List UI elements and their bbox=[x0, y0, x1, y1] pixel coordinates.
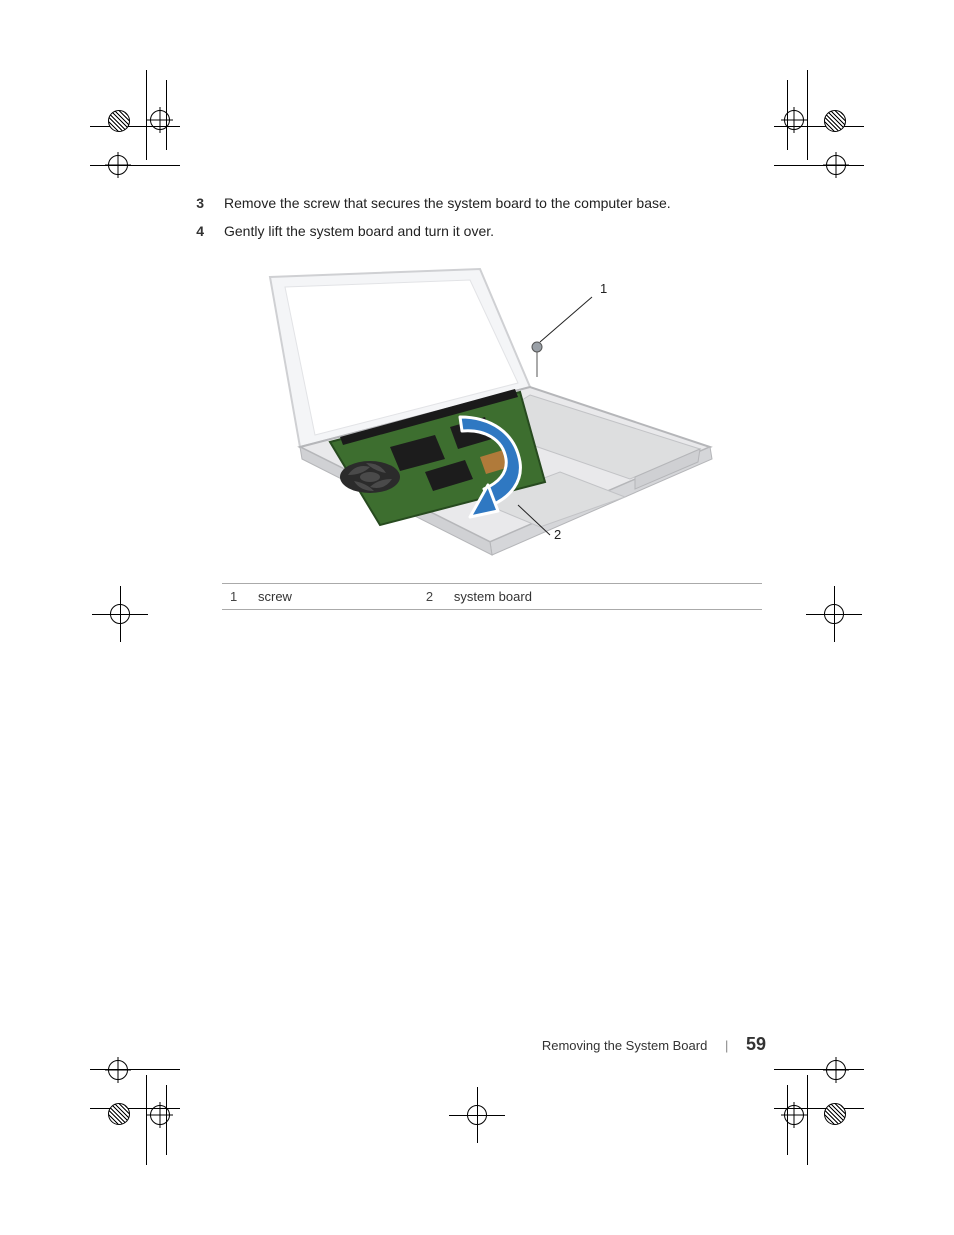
footer-separator: | bbox=[725, 1038, 728, 1053]
legend-num: 1 bbox=[222, 584, 250, 609]
crop-mark-bottom-left bbox=[90, 1045, 210, 1165]
legend-num: 2 bbox=[418, 584, 446, 609]
crop-mark-bottom-right bbox=[744, 1045, 864, 1165]
page-footer: Removing the System Board | 59 bbox=[542, 1034, 766, 1055]
page-number: 59 bbox=[746, 1034, 766, 1054]
callout-1: 1 bbox=[600, 281, 607, 296]
figure-legend: 1 screw 2 system board bbox=[222, 583, 762, 610]
step-3: 3 Remove the screw that secures the syst… bbox=[190, 194, 760, 214]
crop-mark-top-left-b bbox=[90, 145, 190, 205]
step-text: Gently lift the system board and turn it… bbox=[224, 222, 760, 242]
crop-mark-top-left bbox=[90, 70, 210, 190]
footer-title: Removing the System Board bbox=[542, 1038, 707, 1053]
system-board-figure: 1 2 bbox=[230, 267, 720, 563]
reg-mark-bottom-center bbox=[467, 1105, 487, 1125]
legend-row: 1 screw 2 system board bbox=[222, 584, 762, 609]
crop-mark-bottom-right-b bbox=[764, 1030, 864, 1090]
crop-mark-top-right-b bbox=[764, 145, 864, 205]
legend-label: system board bbox=[446, 584, 762, 609]
content-area: 3 Remove the screw that secures the syst… bbox=[190, 194, 760, 610]
crop-mark-bottom-left-b bbox=[90, 1030, 190, 1090]
reg-mark-right-mid bbox=[824, 604, 844, 624]
callout-2: 2 bbox=[554, 527, 561, 542]
legend-label: screw bbox=[250, 584, 418, 609]
page: 3 Remove the screw that secures the syst… bbox=[0, 0, 954, 1235]
reg-mark-left-mid bbox=[110, 604, 130, 624]
step-text: Remove the screw that secures the system… bbox=[224, 194, 760, 214]
step-number: 3 bbox=[190, 194, 204, 214]
step-4: 4 Gently lift the system board and turn … bbox=[190, 222, 760, 242]
step-number: 4 bbox=[190, 222, 204, 242]
figure-svg bbox=[230, 267, 720, 563]
crop-mark-top-right bbox=[744, 70, 864, 190]
